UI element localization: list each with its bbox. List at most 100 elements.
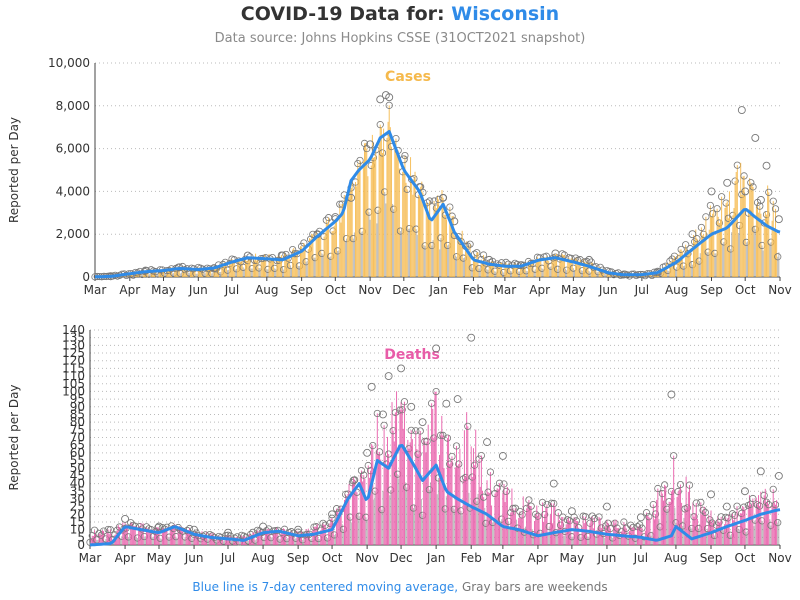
cases-xtick-label: Nov — [358, 283, 381, 297]
cases-daily-bar — [576, 257, 578, 277]
cases-daily-bar — [661, 269, 663, 277]
cases-daily-marker — [762, 210, 771, 219]
deaths-reported-point — [602, 502, 611, 511]
deaths-daily-bar — [433, 438, 435, 545]
cases-daily-bar — [259, 268, 261, 277]
cases-daily-bar — [722, 243, 724, 277]
deaths-daily-bar — [422, 515, 424, 545]
cases-daily-bar — [433, 200, 435, 277]
cases-xtick-label: May — [561, 283, 586, 297]
cases-daily-bar — [485, 263, 487, 277]
deaths-reported-point — [397, 364, 406, 373]
deaths-daily-bar — [293, 533, 295, 545]
footer-weekend-note: Gray bars are weekends — [461, 580, 608, 594]
deaths-daily-bar — [390, 490, 392, 545]
cases-reported-point — [385, 93, 394, 102]
cases-daily-bar — [248, 256, 250, 277]
cases-moving-average-line — [94, 130, 781, 279]
deaths-daily-bar — [502, 492, 504, 545]
cases-daily-bar — [746, 241, 748, 277]
deaths-xtick-label: Oct — [322, 551, 343, 565]
deaths-daily-bar — [730, 533, 732, 545]
deaths-daily-marker — [692, 499, 700, 507]
deaths-daily-bar — [503, 483, 505, 545]
cases-daily-bar — [389, 127, 391, 277]
cases-daily-bar — [219, 272, 221, 277]
cases-daily-bar — [587, 261, 589, 277]
cases-daily-bar — [691, 264, 693, 277]
deaths-ytick-label: 95 — [70, 392, 85, 406]
deaths-ytick-label: 55 — [70, 454, 85, 468]
deaths-daily-bar — [218, 536, 220, 545]
cases-daily-bar — [319, 231, 321, 277]
cases-daily-bar — [324, 232, 326, 277]
deaths-daily-bar — [320, 530, 322, 545]
cases-daily-bar — [407, 228, 409, 277]
deaths-daily-bar — [141, 529, 143, 545]
cases-daily-bar — [474, 254, 476, 277]
deaths-reported-point — [328, 510, 337, 519]
deaths-reported-point — [349, 476, 358, 485]
deaths-daily-bar — [268, 528, 270, 545]
cases-daily-bar — [450, 223, 452, 277]
cases-daily-bar — [282, 267, 284, 277]
cases-daily-bar — [241, 259, 243, 277]
cases-daily-bar — [768, 192, 770, 277]
deaths-daily-marker — [670, 452, 678, 460]
deaths-daily-bar — [609, 528, 611, 545]
deaths-daily-bar — [764, 488, 766, 545]
cases-daily-bar — [421, 181, 423, 277]
deaths-daily-bar — [578, 527, 580, 545]
deaths-daily-bar — [275, 530, 277, 545]
cases-xtick-label: Nov — [768, 283, 791, 297]
cases-daily-bar — [504, 265, 506, 277]
deaths-daily-bar — [514, 508, 516, 545]
cases-reported-point — [751, 133, 760, 142]
deaths-daily-bar — [336, 508, 338, 545]
deaths-reported-point — [756, 467, 765, 476]
cases-daily-bar — [562, 254, 564, 277]
deaths-ytick-label: 100 — [62, 384, 85, 398]
cases-daily-bar — [302, 250, 304, 277]
deaths-daily-bar — [407, 439, 409, 545]
deaths-daily-bar — [350, 522, 352, 545]
deaths-daily-bar — [606, 519, 608, 545]
cases-daily-marker — [378, 149, 387, 157]
cases-daily-bar — [370, 165, 372, 277]
cases-daily-bar — [405, 182, 407, 277]
deaths-daily-bar — [627, 536, 629, 545]
deaths-daily-bar — [536, 505, 538, 545]
deaths-daily-bar — [667, 508, 669, 545]
deaths-daily-bar — [262, 538, 264, 545]
cases-daily-bar — [344, 240, 346, 277]
cases-daily-bar — [231, 259, 233, 277]
deaths-daily-bar — [763, 495, 765, 545]
deaths-daily-bar — [480, 455, 482, 545]
deaths-daily-bar — [310, 539, 312, 545]
cases-daily-bar — [267, 269, 269, 277]
deaths-daily-bar — [182, 531, 184, 545]
cases-daily-bar — [278, 260, 280, 277]
deaths-daily-bar — [164, 529, 166, 545]
deaths-daily-bar — [693, 516, 695, 545]
cases-daily-bar — [687, 253, 689, 277]
deaths-daily-marker — [638, 524, 646, 532]
deaths-daily-bar — [553, 503, 555, 545]
deaths-daily-bar — [462, 479, 464, 545]
cases-daily-bar — [454, 255, 456, 277]
cases-daily-bar — [690, 261, 692, 277]
deaths-daily-bar — [377, 453, 379, 545]
deaths-reported-point — [407, 402, 416, 411]
cases-daily-bar — [197, 267, 199, 277]
deaths-daily-bar — [406, 487, 408, 545]
cases-daily-bar — [234, 269, 236, 277]
cases-daily-bar — [542, 268, 544, 277]
cases-daily-marker — [426, 197, 434, 205]
cases-daily-marker — [769, 197, 777, 205]
deaths-daily-bar — [467, 426, 469, 545]
cases-daily-bar — [204, 273, 206, 277]
cases-xtick-label: Jun — [188, 283, 208, 297]
cases-daily-bar — [423, 245, 425, 277]
cases-ytick-label: 0 — [82, 270, 90, 284]
deaths-daily-bar — [429, 482, 431, 545]
